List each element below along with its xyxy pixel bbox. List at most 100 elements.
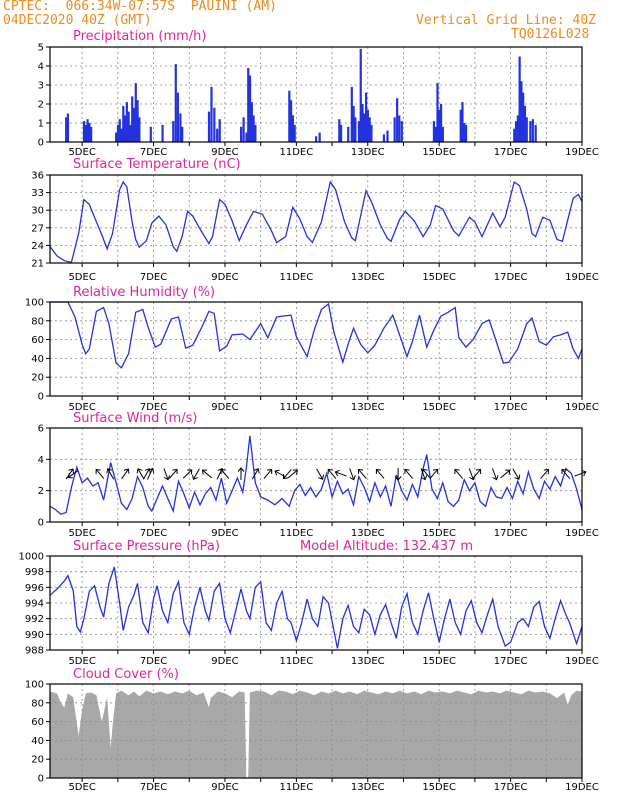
precip-bar [441, 126, 444, 142]
wind-arrow-icon [561, 468, 571, 479]
y-tick-label: 100 [25, 680, 44, 691]
wind-arrow-head [237, 467, 245, 472]
wind-arrow-icon [163, 468, 171, 481]
wind-arrow-icon [429, 468, 439, 479]
precip-bar [393, 117, 396, 142]
precip-bar [439, 104, 443, 142]
wind-arrow-shaft [316, 468, 324, 480]
x-tick-label: 9DEC [211, 272, 238, 283]
precip-bar [338, 119, 341, 142]
series-line-wind [49, 435, 583, 515]
wind-arrow-icon [349, 468, 356, 481]
precip-bar [364, 92, 368, 142]
panel-title-pressure: Surface Pressure (hPa) [73, 539, 220, 554]
precip-bar [459, 109, 462, 142]
precip-bar [118, 119, 121, 142]
wind-arrow-head [274, 469, 280, 476]
wind-arrow-shaft [121, 468, 129, 480]
y-tick-label: 988 [25, 646, 44, 657]
precip-bar [370, 124, 373, 142]
x-tick-label: 15DEC [422, 272, 456, 283]
wind-arrow-icon [375, 468, 385, 479]
panel-title-temp: Surface Temperature (nC) [73, 157, 241, 172]
wind-arrow-head [282, 473, 289, 480]
wind-arrow-shaft [283, 469, 292, 479]
precip-bar [534, 124, 537, 142]
wind-arrow-shaft [137, 468, 145, 480]
wind-arrow-head [136, 468, 143, 474]
panel-precip: Precipitation (mm/h) 0 1 2 3 4 5 5DEC 7DEC 9DEC 11… [38, 29, 599, 158]
wind-arrow-icon [287, 469, 298, 479]
precip-bar [396, 98, 399, 142]
precip-bar [123, 115, 127, 142]
wind-arrow-icon [394, 468, 402, 481]
precip-bar [86, 119, 89, 142]
wind-arrow-shaft [202, 469, 213, 479]
precip-bar [347, 126, 350, 142]
precip-bar [216, 128, 219, 142]
precip-bar [254, 124, 257, 142]
x-tick-label: 5DEC [68, 272, 95, 283]
wind-arrow-head [67, 472, 73, 479]
y-tick-label: 4 [38, 62, 44, 73]
wind-arrow-head [187, 469, 193, 475]
x-tick-label: 9DEC [211, 147, 238, 158]
precip-bar [242, 117, 245, 142]
x-tick-label: 7DEC [140, 272, 167, 283]
x-tick-label: 13DEC [351, 272, 385, 283]
wind-arrow-head [334, 469, 340, 477]
panel-frame [49, 683, 583, 779]
wind-arrow-head [144, 468, 151, 474]
y-tick-label: 990 [25, 630, 44, 641]
precip-bar [252, 115, 255, 142]
wind-arrow-icon [67, 470, 79, 479]
wind-arrow-head [220, 468, 226, 475]
panel-frame [49, 427, 583, 523]
wind-arrow-icon [121, 468, 130, 480]
wind-arrow-icon [106, 468, 115, 480]
x-tick-label: 19DEC [565, 402, 599, 413]
x-tick-label: 17DEC [494, 402, 528, 413]
precip-bar [245, 132, 248, 142]
wind-arrow-head [543, 468, 549, 475]
precip-bar [361, 104, 364, 142]
precip-bar [174, 64, 177, 142]
x-tick-label: 19DEC [565, 272, 599, 283]
precip-bar [125, 102, 128, 142]
wind-arrow-shaft [147, 468, 153, 480]
precip-bar [84, 124, 87, 142]
precip-bar [436, 83, 439, 142]
wind-arrow-icon [334, 469, 347, 477]
precip-bar [523, 105, 527, 142]
wind-arrow-head [492, 475, 499, 481]
x-tick-label: 7DEC [140, 528, 167, 539]
y-tick-label: 60 [31, 335, 44, 346]
y-tick-label: 994 [25, 599, 44, 610]
panel-frame [49, 174, 583, 264]
precip-bar [176, 92, 180, 142]
precip-bar [127, 111, 130, 142]
y-tick-label: 3 [38, 81, 44, 92]
wind-arrow-shaft [574, 471, 587, 477]
wind-arrow-shaft [468, 468, 474, 480]
y-tick-label: 1 [38, 119, 44, 130]
x-tick-label: 15DEC [422, 147, 456, 158]
wind-arrow-head [123, 468, 130, 474]
precip-bar [82, 121, 86, 142]
precip-bar [240, 126, 243, 142]
panel-rh: Relative Humidity (%) 0 20 40 60 80 100 5DEC 7DE… [25, 285, 599, 413]
x-tick-label: 13DEC [351, 656, 385, 667]
precip-bar [529, 121, 532, 142]
date-header: 04DEC2020 40Z (GMT) [3, 13, 152, 28]
panel-annotation-pressure: Model Altitude: 132.437 m [300, 539, 473, 554]
y-tick-label: 24 [31, 241, 44, 252]
x-tick-label: 7DEC [140, 782, 167, 793]
precip-bar [134, 83, 137, 142]
wind-arrow-shaft [376, 469, 385, 479]
wind-arrow-shaft [263, 469, 273, 479]
y-tick-label: 40 [31, 354, 44, 365]
x-tick-label: 17DEC [494, 656, 528, 667]
wind-arrow-shaft [251, 468, 259, 480]
x-tick-label: 7DEC [140, 656, 167, 667]
wind-arrow-head [192, 474, 198, 480]
